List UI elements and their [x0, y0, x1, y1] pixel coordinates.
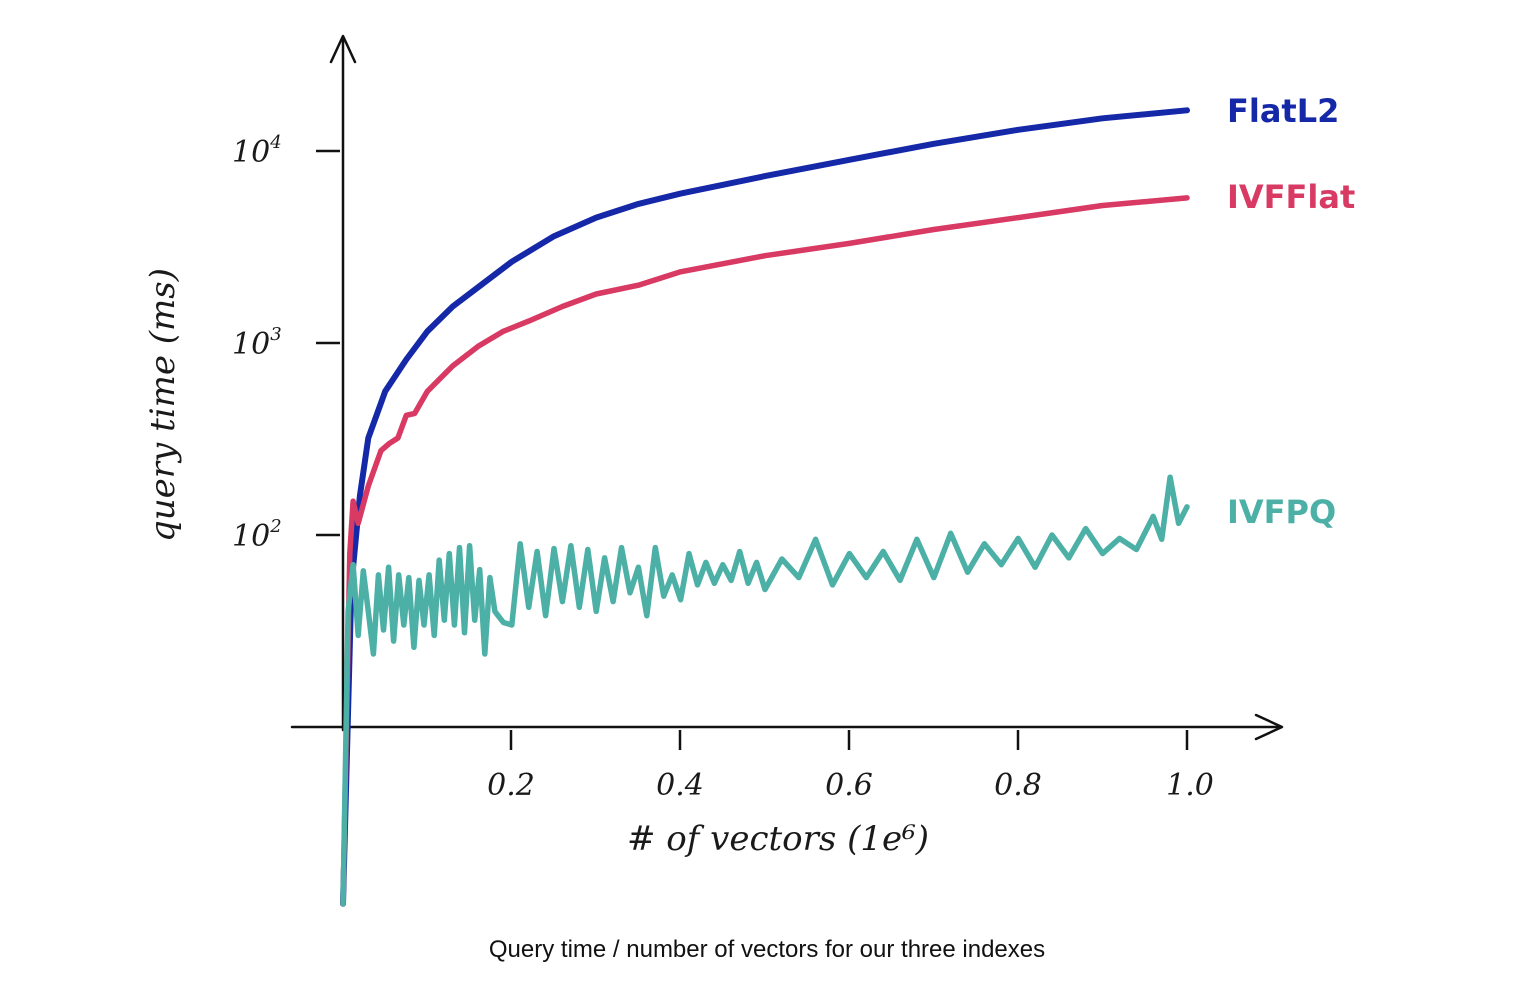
- y-ticks: 102 103 104: [232, 132, 340, 554]
- x-tick-label: 1.0: [1166, 768, 1214, 803]
- series-label-ivfpq: IVFPQ: [1227, 493, 1336, 531]
- figure-caption: Query time / number of vectors for our t…: [488, 936, 1046, 963]
- series-label-ivfflat: IVFFlat: [1227, 178, 1355, 216]
- x-tick-label: 0.2: [487, 768, 535, 803]
- y-axis: [329, 34, 357, 732]
- x-tick-label: 0.6: [825, 768, 873, 803]
- x-ticks: 0.2 0.4 0.6 0.8 1.0: [487, 730, 1214, 803]
- y-tick-label: 102: [232, 516, 282, 554]
- y-tick-label: 104: [232, 132, 282, 170]
- series-line-ivfflat: [340, 195, 1190, 907]
- y-axis-arrow: [329, 34, 357, 64]
- x-axis: [290, 713, 1284, 741]
- x-axis-title: # of vectors (1e⁶): [627, 819, 929, 859]
- x-tick-label: 0.4: [656, 768, 704, 803]
- x-tick-label: 0.8: [994, 768, 1042, 803]
- series-label-flatl2: FlatL2: [1227, 92, 1339, 130]
- series-line-flatl2: [340, 107, 1190, 907]
- series-layer: [340, 107, 1190, 907]
- y-tick-label: 103: [232, 324, 282, 362]
- y-axis-title: query time (ms): [143, 268, 183, 542]
- x-axis-arrow: [1254, 713, 1284, 741]
- series-line-ivfpq: [340, 474, 1190, 907]
